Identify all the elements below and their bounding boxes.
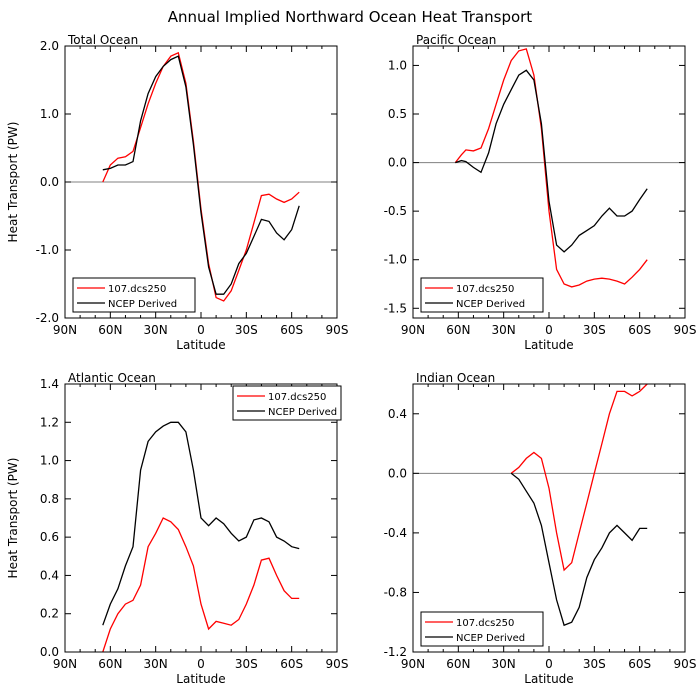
y-tick-label: -1.2 [384,645,407,659]
x-tick-label: 30S [235,657,258,671]
legend: 107.dcs250 NCEP Derived [232,385,342,421]
y-tick-label: 1.0 [40,454,59,468]
y-tick-label: -0.5 [384,204,407,218]
y-tick-label: 0.5 [388,107,407,121]
x-tick-label: 60S [280,323,303,337]
legend-label: 107.dcs250 [456,618,514,629]
legend-label: NCEP Derived [456,299,525,310]
x-tick-label: 90N [53,323,77,337]
y-tick-label: 0.2 [40,607,59,621]
legend-label: 107.dcs250 [268,392,326,403]
panel-indian-ocean: Indian Ocean 90N 60N 30N 0 30S 60S 90S -1.2 -0.8 -… [384,371,697,686]
x-tick-label: 90N [401,657,425,671]
legend: 107.dcs250 NCEP Derived [72,277,196,313]
series-line-model [454,48,648,288]
x-tick-label: 0 [197,323,205,337]
x-tick-label: 60N [446,323,470,337]
y-tick-label: 0.6 [40,530,59,544]
panel-title: Total Ocean [67,33,138,47]
y-tick-label: 1.4 [40,377,59,391]
x-tick-label: 0 [197,657,205,671]
x-tick-label: 90S [674,323,697,337]
series-line-model [102,51,300,302]
legend-box [420,277,544,313]
x-tick-label: 60S [628,323,651,337]
x-tick-label: 90S [674,657,697,671]
series-line-model [510,383,648,572]
x-tick-label: 60S [280,657,303,671]
figure-title: Annual Implied Northward Ocean Heat Tran… [168,8,533,26]
x-tick-label: 30S [583,657,606,671]
legend-label: NCEP Derived [456,633,525,644]
y-tick-label: 0.0 [40,175,59,189]
y-tick-label: -0.4 [384,526,407,540]
y-tick-label: -2.0 [36,311,59,325]
x-tick-label: 90N [53,657,77,671]
x-axis-label: Latitude [524,672,573,686]
y-tick-label: -1.0 [36,243,59,257]
y-tick-label: -0.8 [384,585,407,599]
y-tick-label: 0.0 [388,156,407,170]
series-line-ncep-derived [510,472,648,627]
legend-label: NCEP Derived [108,299,177,310]
legend: 107.dcs250 NCEP Derived [420,277,544,313]
x-tick-label: 0 [545,657,553,671]
x-tick-label: 90S [326,323,349,337]
legend-label: NCEP Derived [268,407,337,418]
x-tick-label: 30S [583,323,606,337]
x-tick-label: 60S [628,657,651,671]
x-tick-label: 60N [446,657,470,671]
series-line-model [102,517,300,653]
legend-box [232,385,342,421]
series-line-ncep-derived [102,421,300,626]
y-tick-label: 1.0 [40,107,59,121]
y-tick-label: 0.0 [40,645,59,659]
series-line-ncep-derived [455,69,648,253]
legend-label: 107.dcs250 [456,284,514,295]
legend-box [420,611,544,647]
y-tick-label: -1.5 [384,301,407,315]
y-axis-label: Heat Transport (PW) [6,122,20,243]
x-tick-label: 0 [545,323,553,337]
x-tick-label: 30N [144,657,168,671]
y-tick-label: 0.4 [40,568,59,582]
legend: 107.dcs250 NCEP Derived [420,611,544,647]
y-axis-label: Heat Transport (PW) [6,458,20,579]
y-tick-label: 0.8 [40,492,59,506]
x-tick-label: 30N [492,323,516,337]
panel-pacific-ocean: Pacific Ocean 90N 60N 30N 0 30S 60S 90S -1.5 -1.0… [384,33,697,352]
y-tick-label: 1.2 [40,415,59,429]
x-tick-label: 30S [235,323,258,337]
legend-label: 107.dcs250 [108,284,166,295]
panel-title: Indian Ocean [416,371,495,385]
y-tick-label: 2.0 [40,39,59,53]
plot-frame [412,45,686,319]
x-tick-label: 60N [98,657,122,671]
panel-atlantic-ocean: Atlantic Ocean 90N 60N 30N 0 30S 60S 90S 0.0 0.2 0… [6,371,348,686]
x-tick-label: 90N [401,323,425,337]
x-tick-label: 90S [326,657,349,671]
panel-title: Atlantic Ocean [68,371,156,385]
panel-title: Pacific Ocean [416,33,496,47]
x-tick-label: 60N [98,323,122,337]
y-tick-label: 0.4 [388,407,407,421]
x-axis-label: Latitude [176,338,225,352]
x-tick-label: 30N [492,657,516,671]
legend-box [72,277,196,313]
x-axis-label: Latitude [524,338,573,352]
y-tick-label: 1.0 [388,58,407,72]
panel-total-ocean: Total Ocean 90N 60N 30N 0 30S 60S 90S -2.0 -1.0 0.… [6,33,348,352]
y-tick-label: -1.0 [384,253,407,267]
y-tick-label: 0.0 [388,466,407,480]
x-tick-label: 30N [144,323,168,337]
series-line-ncep-derived [102,55,300,295]
x-axis-label: Latitude [176,672,225,686]
